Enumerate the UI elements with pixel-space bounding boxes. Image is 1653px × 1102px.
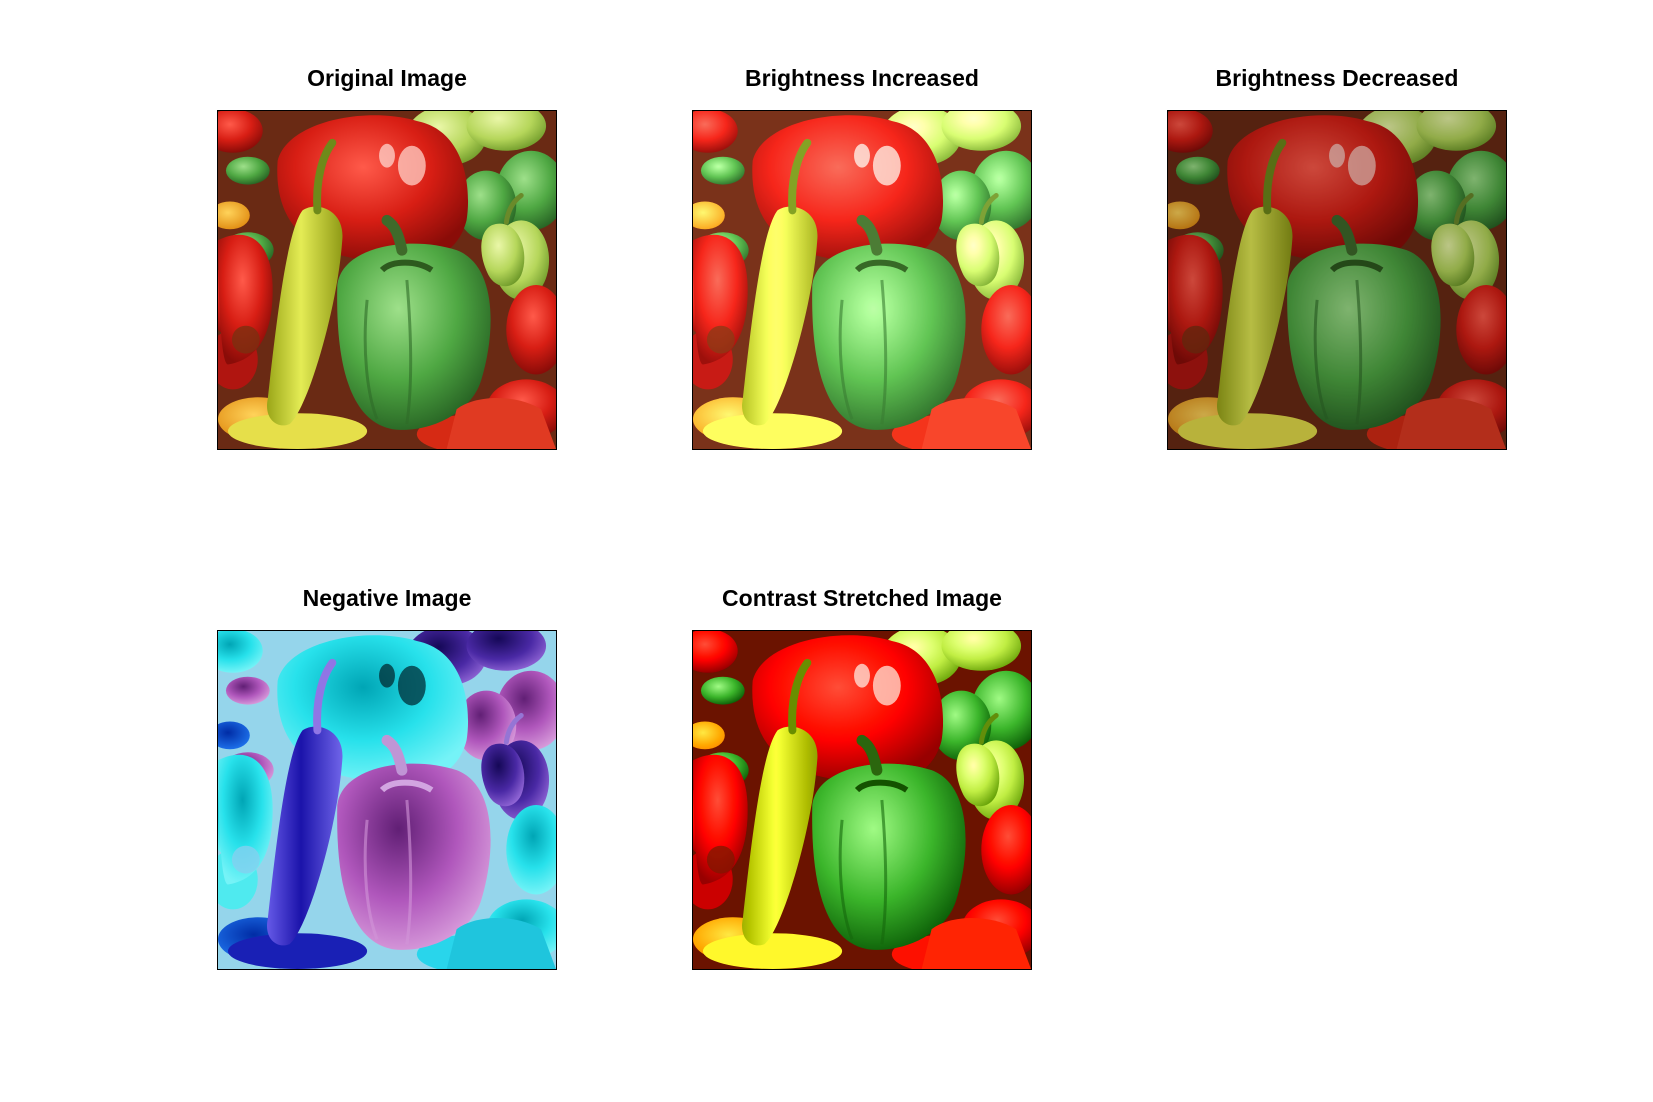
peppers-image [1168,111,1506,449]
image-axes-brightness-increased [692,110,1032,450]
image-axes-brightness-decreased [1167,110,1507,450]
image-axes-original [217,110,557,450]
subplot-title: Original Image [307,65,467,91]
image-axes-contrast-stretched [692,630,1032,970]
peppers-image [218,111,556,449]
subplot-title: Contrast Stretched Image [722,585,1002,611]
subplot-title: Brightness Decreased [1215,65,1459,91]
image-axes-negative [217,630,557,970]
peppers-image [218,631,556,969]
peppers-image [693,111,1031,449]
subplot-title: Brightness Increased [745,65,979,91]
peppers-image [693,631,1031,969]
subplot-title: Negative Image [302,585,472,611]
